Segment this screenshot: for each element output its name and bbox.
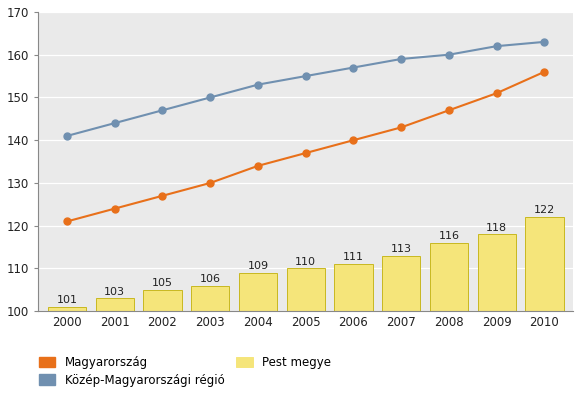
Text: 109: 109 bbox=[248, 261, 269, 271]
Text: 111: 111 bbox=[343, 253, 364, 263]
Bar bbox=[477, 234, 516, 311]
Text: 110: 110 bbox=[295, 257, 316, 267]
Text: 118: 118 bbox=[486, 223, 508, 233]
Bar bbox=[143, 290, 182, 311]
Text: 101: 101 bbox=[56, 295, 78, 305]
Bar bbox=[382, 256, 420, 311]
Bar bbox=[334, 264, 372, 311]
Text: 103: 103 bbox=[104, 287, 125, 297]
Text: 113: 113 bbox=[391, 244, 412, 254]
Bar bbox=[287, 269, 325, 311]
Text: 105: 105 bbox=[152, 278, 173, 288]
Legend: Magyarország, Közép-Magyarországi régió, Pest megye: Magyarország, Közép-Magyarországi régió,… bbox=[39, 356, 331, 387]
Bar bbox=[525, 217, 564, 311]
Bar bbox=[191, 286, 229, 311]
Bar bbox=[239, 273, 277, 311]
Bar bbox=[430, 243, 468, 311]
Text: 116: 116 bbox=[438, 231, 459, 241]
Bar bbox=[48, 307, 86, 311]
Text: 122: 122 bbox=[534, 205, 555, 215]
Text: 106: 106 bbox=[200, 274, 221, 284]
Bar bbox=[96, 298, 134, 311]
